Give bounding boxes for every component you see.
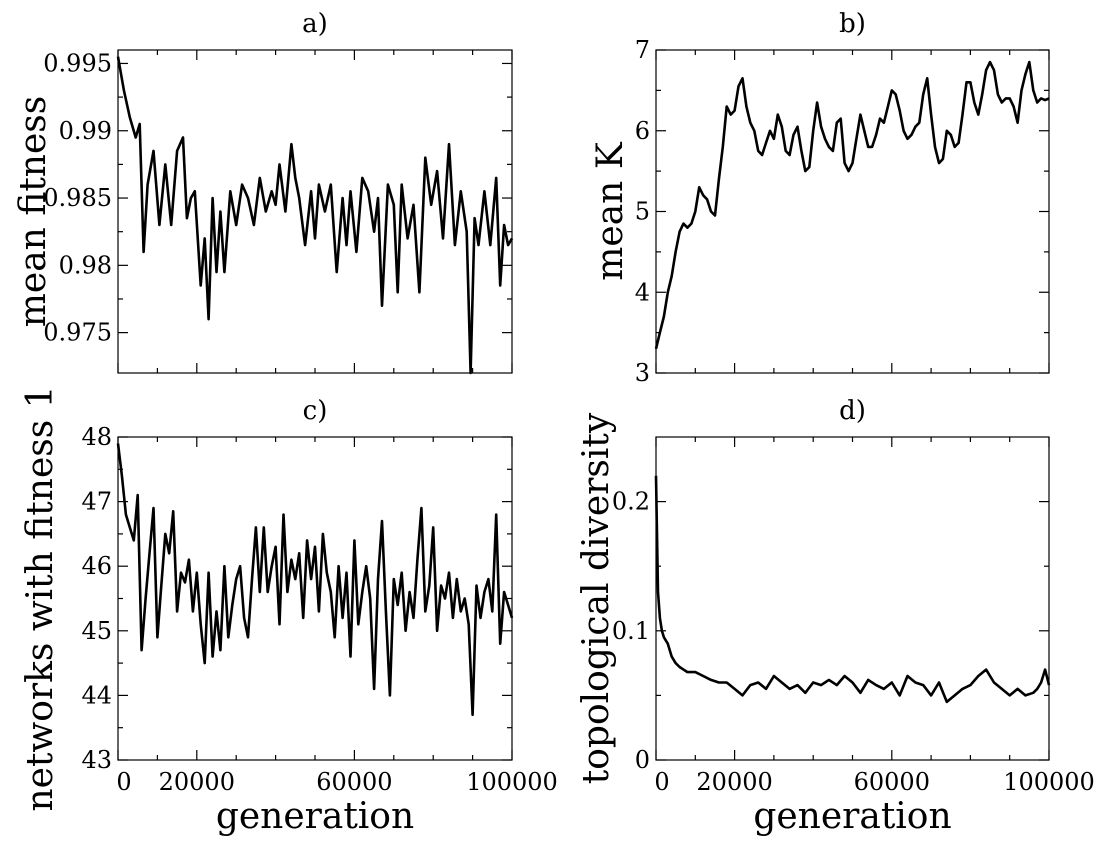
y-axis-label: topological diversity <box>576 412 617 784</box>
panel-title: b) <box>839 9 866 39</box>
y-tick-label: 7 <box>635 36 650 64</box>
y-tick-label: 4 <box>635 278 650 306</box>
panel-title: c) <box>303 396 328 426</box>
series-line <box>116 56 514 375</box>
y-axis-label: networks with fitness 1 <box>20 385 61 811</box>
y-tick-label: 46 <box>81 552 112 580</box>
y-axis-label: mean fitness <box>13 96 54 327</box>
panel-title: d) <box>839 396 866 426</box>
x-axis-label: generation <box>216 796 414 837</box>
panel-b: b) 3 4 5 6 7 mean K <box>590 9 1050 387</box>
y-tick-label: 45 <box>81 617 112 645</box>
plot-frame <box>655 436 1050 761</box>
y-tick-label: 0.1 <box>612 617 650 645</box>
y-axis-label: mean K <box>590 141 631 281</box>
y-tick-label: 0 <box>635 746 650 774</box>
y-tick-label: 3 <box>635 359 650 387</box>
x-axis-label: generation <box>753 796 951 837</box>
series-line <box>654 475 1051 704</box>
y-tick-label: 0.99 <box>59 117 112 145</box>
y-tick-label: 0.2 <box>612 488 650 516</box>
y-tick-label: 0.995 <box>43 49 112 77</box>
y-tick-label: 0.985 <box>43 184 112 212</box>
y-tick-label: 0.975 <box>43 319 112 347</box>
x-tick-label: 60000 <box>854 768 930 796</box>
x-tick-label: 0 <box>654 768 669 796</box>
y-tick-label: 6 <box>635 117 650 145</box>
x-tick-label: 60000 <box>316 768 392 796</box>
panel-d: d) 0 0.1 0.2 0 20000 60000 100000 generation topo… <box>576 396 1095 837</box>
y-tick-label: 5 <box>635 198 650 226</box>
series-line <box>116 443 514 717</box>
series-line <box>654 60 1050 350</box>
x-tick-label: 100000 <box>466 768 558 796</box>
y-tick-label: 0.98 <box>59 251 112 279</box>
x-tick-label: 100000 <box>1003 768 1095 796</box>
x-tick-label: 0 <box>116 768 131 796</box>
panel-a: a) 0.975 0.98 0.985 0.99 0.995 mean fitness <box>13 9 514 375</box>
panel-c: c) 43 44 45 46 47 48 0 20000 60000 100000 generatio… <box>20 385 558 837</box>
x-tick-label: 20000 <box>696 768 772 796</box>
x-tick-label: 20000 <box>159 768 235 796</box>
y-tick-label: 48 <box>81 423 112 451</box>
y-tick-label: 47 <box>81 488 112 516</box>
y-tick-label: 44 <box>81 681 112 709</box>
y-tick-label: 43 <box>81 746 112 774</box>
panel-title: a) <box>302 9 328 39</box>
